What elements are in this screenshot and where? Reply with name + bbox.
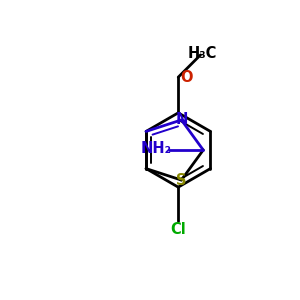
Text: NH₂: NH₂ bbox=[141, 141, 172, 156]
Text: S: S bbox=[176, 172, 187, 188]
Text: O: O bbox=[180, 70, 193, 85]
Text: Cl: Cl bbox=[170, 222, 186, 237]
Text: H₃C: H₃C bbox=[187, 46, 217, 61]
Text: N: N bbox=[175, 112, 188, 128]
